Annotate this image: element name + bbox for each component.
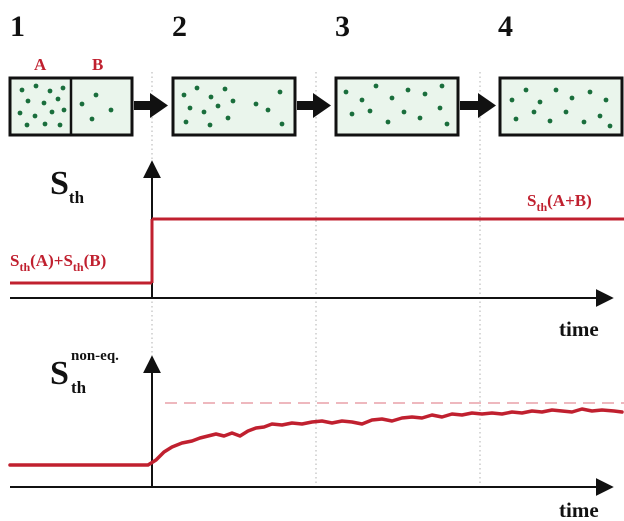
box-label-a: A xyxy=(34,55,47,74)
particle-dot xyxy=(55,96,61,102)
particle-dot xyxy=(373,83,379,89)
container-stage-1 xyxy=(8,76,134,137)
particle-dot xyxy=(25,98,31,104)
stage-number-4: 4 xyxy=(498,10,513,43)
particle-dot xyxy=(581,119,587,125)
particle-dot xyxy=(389,95,395,101)
particle-dot xyxy=(19,87,25,93)
box-label-b: B xyxy=(92,55,103,74)
particle-dot xyxy=(32,113,38,119)
container-stage-3 xyxy=(334,76,460,137)
particle-dot xyxy=(277,89,283,95)
particle-dot xyxy=(61,107,67,113)
y-axis-label: Sth xyxy=(50,165,85,207)
particle-dot xyxy=(343,89,349,95)
right-arrow-icon xyxy=(460,93,496,118)
particle-dot xyxy=(587,89,593,95)
particle-dot xyxy=(33,83,39,89)
particle-dot xyxy=(603,97,609,103)
particle-dot xyxy=(607,123,613,129)
container-stage-2 xyxy=(171,76,297,137)
right-arrow-icon xyxy=(134,93,168,118)
panel-thermo-entropy: Sth Sth(A)+Sth(B) Sth(A+B) time xyxy=(10,160,624,341)
particle-dot xyxy=(89,116,95,122)
particle-dot xyxy=(41,100,47,106)
particle-dot xyxy=(187,105,193,111)
particle-dot xyxy=(597,113,603,119)
particle-dot xyxy=(183,119,189,125)
particle-dot xyxy=(537,99,543,105)
particle-dot xyxy=(24,122,30,128)
particle-dot xyxy=(207,122,213,128)
container-stage-4 xyxy=(498,76,624,137)
panel-noneq-entropy: S non-eq. th time xyxy=(8,331,624,521)
particle-dot xyxy=(215,103,221,109)
particle-dot xyxy=(47,88,53,94)
particle-dot xyxy=(230,98,236,104)
particle-dot xyxy=(60,85,66,91)
particle-dot xyxy=(42,121,48,127)
x-axis-label: time xyxy=(559,317,599,341)
noneq-entropy-curve xyxy=(8,407,624,467)
particle-dot xyxy=(417,115,423,121)
particle-dot xyxy=(439,83,445,89)
particle-dot xyxy=(265,107,271,113)
particle-dot xyxy=(181,92,187,98)
stage-number-3: 3 xyxy=(335,10,350,43)
particle-dot xyxy=(279,121,285,127)
particle-dot xyxy=(444,121,450,127)
particle-dot xyxy=(49,109,55,115)
particle-dot xyxy=(513,116,519,122)
particle-dot xyxy=(437,105,443,111)
particle-dot xyxy=(108,107,114,113)
x-axis-label: time xyxy=(559,498,599,521)
particle-dot xyxy=(359,97,365,103)
particle-dot xyxy=(509,97,515,103)
particle-dot xyxy=(385,119,391,125)
particle-dot xyxy=(349,111,355,117)
stage-number-1: 1 xyxy=(10,10,25,43)
particle-dot xyxy=(422,91,428,97)
particle-dot xyxy=(253,101,259,107)
particle-dot xyxy=(17,110,23,116)
particle-dot xyxy=(563,109,569,115)
right-arrow-icon xyxy=(297,93,331,118)
particle-dot xyxy=(547,118,553,124)
label-sum-entropy: Sth(A)+Sth(B) xyxy=(10,251,106,274)
particle-dot xyxy=(201,109,207,115)
particle-dot xyxy=(401,109,407,115)
particle-dot xyxy=(208,94,214,100)
particle-dot xyxy=(222,86,228,92)
particle-dot xyxy=(367,108,373,114)
label-joint-entropy: Sth(A+B) xyxy=(527,191,592,214)
stage-number-2: 2 xyxy=(172,10,187,43)
particle-dot xyxy=(405,87,411,93)
particle-dot xyxy=(569,95,575,101)
particle-dot xyxy=(79,101,85,107)
particle-dot xyxy=(225,115,231,121)
particle-dot xyxy=(57,122,63,128)
particle-dot xyxy=(553,87,559,93)
particle-dot xyxy=(531,109,537,115)
particle-dot xyxy=(194,85,200,91)
particle-dot xyxy=(523,87,529,93)
particle-dot xyxy=(93,92,99,98)
y-axis-label: S non-eq. th xyxy=(50,331,127,397)
particles xyxy=(17,83,613,129)
